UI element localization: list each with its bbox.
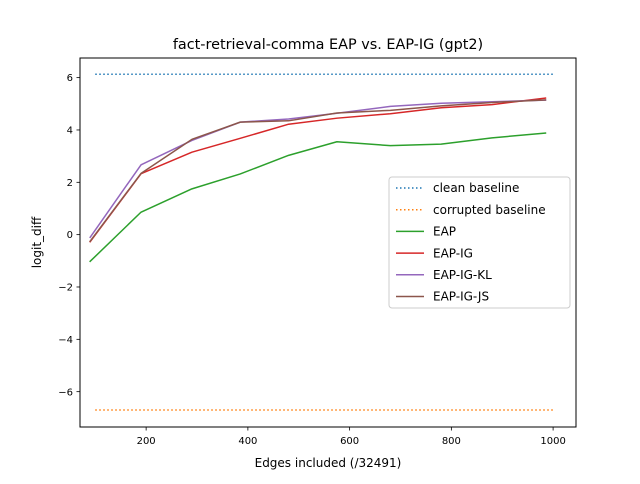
legend-label-eap-ig-kl: EAP-IG-KL xyxy=(433,268,492,282)
x-tick-label: 600 xyxy=(340,436,359,447)
y-axis-ticks: −6 −4 −2 0 2 4 6 xyxy=(58,73,80,398)
x-axis-ticks: 200 400 600 800 1000 xyxy=(137,427,566,447)
plot-area: 200 400 600 800 1000 −6 −4 −2 0 2 4 6 xyxy=(58,57,577,447)
x-tick-label: 1000 xyxy=(540,436,565,447)
legend-label-eap: EAP xyxy=(433,225,456,239)
y-tick-label: −4 xyxy=(58,335,73,346)
y-axis-label: logit_diff xyxy=(30,216,44,268)
legend-label-corrupted-baseline: corrupted baseline xyxy=(433,203,546,217)
series-layer xyxy=(89,73,554,411)
series-line-eap xyxy=(89,132,547,263)
y-tick-label: 6 xyxy=(67,73,73,84)
series-line-eap-ig xyxy=(89,97,547,243)
x-tick-label: 200 xyxy=(137,436,156,447)
series-line-eap-ig-js xyxy=(89,99,547,243)
y-tick-label: 0 xyxy=(67,230,73,241)
y-tick-label: 4 xyxy=(67,126,73,137)
legend-frame xyxy=(388,176,571,309)
legend-label-clean-baseline: clean baseline xyxy=(433,181,519,195)
axes-frame xyxy=(79,57,577,428)
y-tick-label: −2 xyxy=(58,283,73,294)
y-tick-label: 2 xyxy=(67,178,73,189)
legend-label-eap-ig: EAP-IG xyxy=(433,246,473,260)
chart-title: fact-retrieval-comma EAP vs. EAP-IG (gpt… xyxy=(173,37,483,53)
y-tick-label: −6 xyxy=(58,387,73,398)
x-tick-label: 400 xyxy=(238,436,257,447)
legend-label-eap-ig-js: EAP-IG-JS xyxy=(433,290,489,304)
axes-layer xyxy=(79,57,577,428)
x-axis-label: Edges included (/32491) xyxy=(255,456,402,470)
series-line-eap-ig-kl xyxy=(89,99,547,239)
x-tick-label: 800 xyxy=(442,436,461,447)
legend: clean baseline corrupted baseline EAP EAP-I… xyxy=(388,176,571,309)
